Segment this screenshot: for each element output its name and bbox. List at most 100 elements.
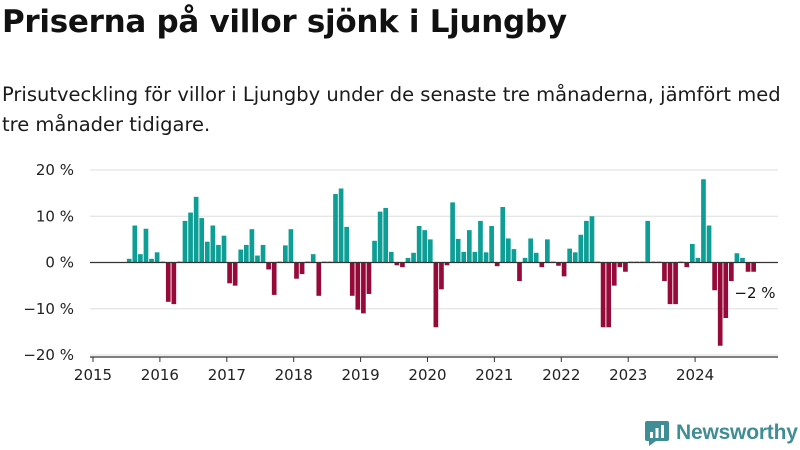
bar — [489, 225, 494, 263]
y-tick-label: −20 % — [23, 346, 74, 364]
bar — [149, 258, 154, 263]
bar — [299, 262, 305, 275]
bar — [422, 230, 428, 263]
bar — [249, 229, 255, 263]
bar — [572, 252, 578, 263]
bar — [522, 257, 528, 263]
bar — [517, 262, 522, 281]
bar — [394, 262, 400, 266]
bar — [706, 225, 712, 263]
bar — [545, 239, 550, 263]
bar — [221, 235, 227, 263]
bar — [355, 262, 361, 310]
x-tick-label: 2023 — [609, 366, 647, 384]
bar — [216, 244, 221, 263]
bar — [227, 262, 232, 284]
bar — [723, 262, 729, 318]
bar-chart: 20 %10 %0 %−10 %−20 % 2015 2016 2017 2018 20… — [23, 161, 778, 384]
bar — [377, 211, 383, 263]
bar — [266, 262, 271, 270]
bar — [383, 207, 389, 263]
last-value-annotation: −2 % — [734, 284, 775, 302]
x-tick-label: 2019 — [342, 366, 380, 384]
bar — [483, 252, 489, 263]
bar — [450, 202, 455, 263]
y-tick-label: 10 % — [36, 207, 74, 225]
bar — [310, 254, 316, 263]
bar — [673, 262, 678, 305]
bar — [255, 255, 260, 263]
bar — [232, 262, 238, 286]
bar — [567, 248, 572, 263]
bar — [388, 251, 394, 263]
bar — [294, 262, 299, 279]
brand-logo: Newsworthy — [644, 418, 798, 448]
bar — [712, 262, 717, 291]
bar — [611, 262, 617, 286]
bar — [717, 262, 723, 346]
y-axis-labels: 20 % 10 % 0 % −10 % −20 % — [23, 161, 74, 364]
bar — [243, 244, 249, 263]
bar — [461, 251, 467, 263]
bar — [455, 238, 461, 263]
bar — [444, 262, 450, 266]
bar — [372, 240, 377, 263]
bar — [333, 194, 338, 263]
bar — [528, 238, 533, 263]
bar — [132, 225, 138, 263]
bar — [662, 262, 667, 281]
bar — [154, 252, 160, 263]
chart-title: Priserna på villor sjönk i Ljungby — [2, 4, 567, 40]
bar — [427, 239, 433, 263]
bar — [734, 253, 740, 263]
y-tick-label: −10 % — [23, 300, 74, 318]
bar — [478, 220, 483, 263]
bar — [288, 229, 294, 263]
bar — [433, 262, 439, 328]
x-tick-label: 2018 — [275, 366, 313, 384]
bar — [204, 241, 210, 263]
bar — [466, 230, 472, 263]
bar — [126, 258, 132, 263]
bar — [689, 244, 695, 263]
bar — [500, 207, 506, 263]
bar — [143, 228, 149, 263]
bar — [701, 179, 706, 263]
bar — [344, 226, 349, 263]
chart-subtitle: Prisutveckling för villor i Ljungby unde… — [2, 83, 781, 136]
bar — [606, 262, 612, 328]
bar — [600, 262, 606, 328]
x-tick-label: 2022 — [542, 366, 580, 384]
bar — [729, 262, 734, 281]
bar — [584, 220, 589, 263]
bar — [533, 252, 539, 263]
bar — [182, 220, 188, 263]
brand-name: Newsworthy — [676, 421, 798, 444]
x-tick-label: 2021 — [475, 366, 513, 384]
bar — [695, 257, 701, 263]
x-tick-label: 2016 — [141, 366, 179, 384]
bar — [561, 262, 567, 277]
x-axis-ticks: 2015 2016 2017 2018 2019 2020 2021 2022 2023 2024 — [74, 357, 714, 384]
bar — [740, 257, 745, 263]
bar — [188, 212, 193, 263]
bar — [199, 218, 205, 263]
bar — [556, 262, 561, 266]
bar — [338, 188, 344, 263]
bar — [472, 251, 478, 263]
y-tick-label: 20 % — [36, 161, 74, 179]
bar — [238, 249, 244, 263]
bar — [349, 262, 355, 296]
newsworthy-logo-icon — [645, 421, 669, 446]
bar — [667, 262, 673, 305]
x-tick-label: 2015 — [74, 366, 112, 384]
bar — [745, 262, 751, 272]
x-tick-label: 2024 — [676, 366, 714, 384]
bar — [411, 252, 416, 263]
bar — [617, 262, 623, 268]
bar — [439, 262, 444, 290]
bar — [578, 234, 584, 263]
bar — [645, 220, 651, 263]
bar — [416, 225, 422, 263]
bar — [210, 225, 216, 263]
